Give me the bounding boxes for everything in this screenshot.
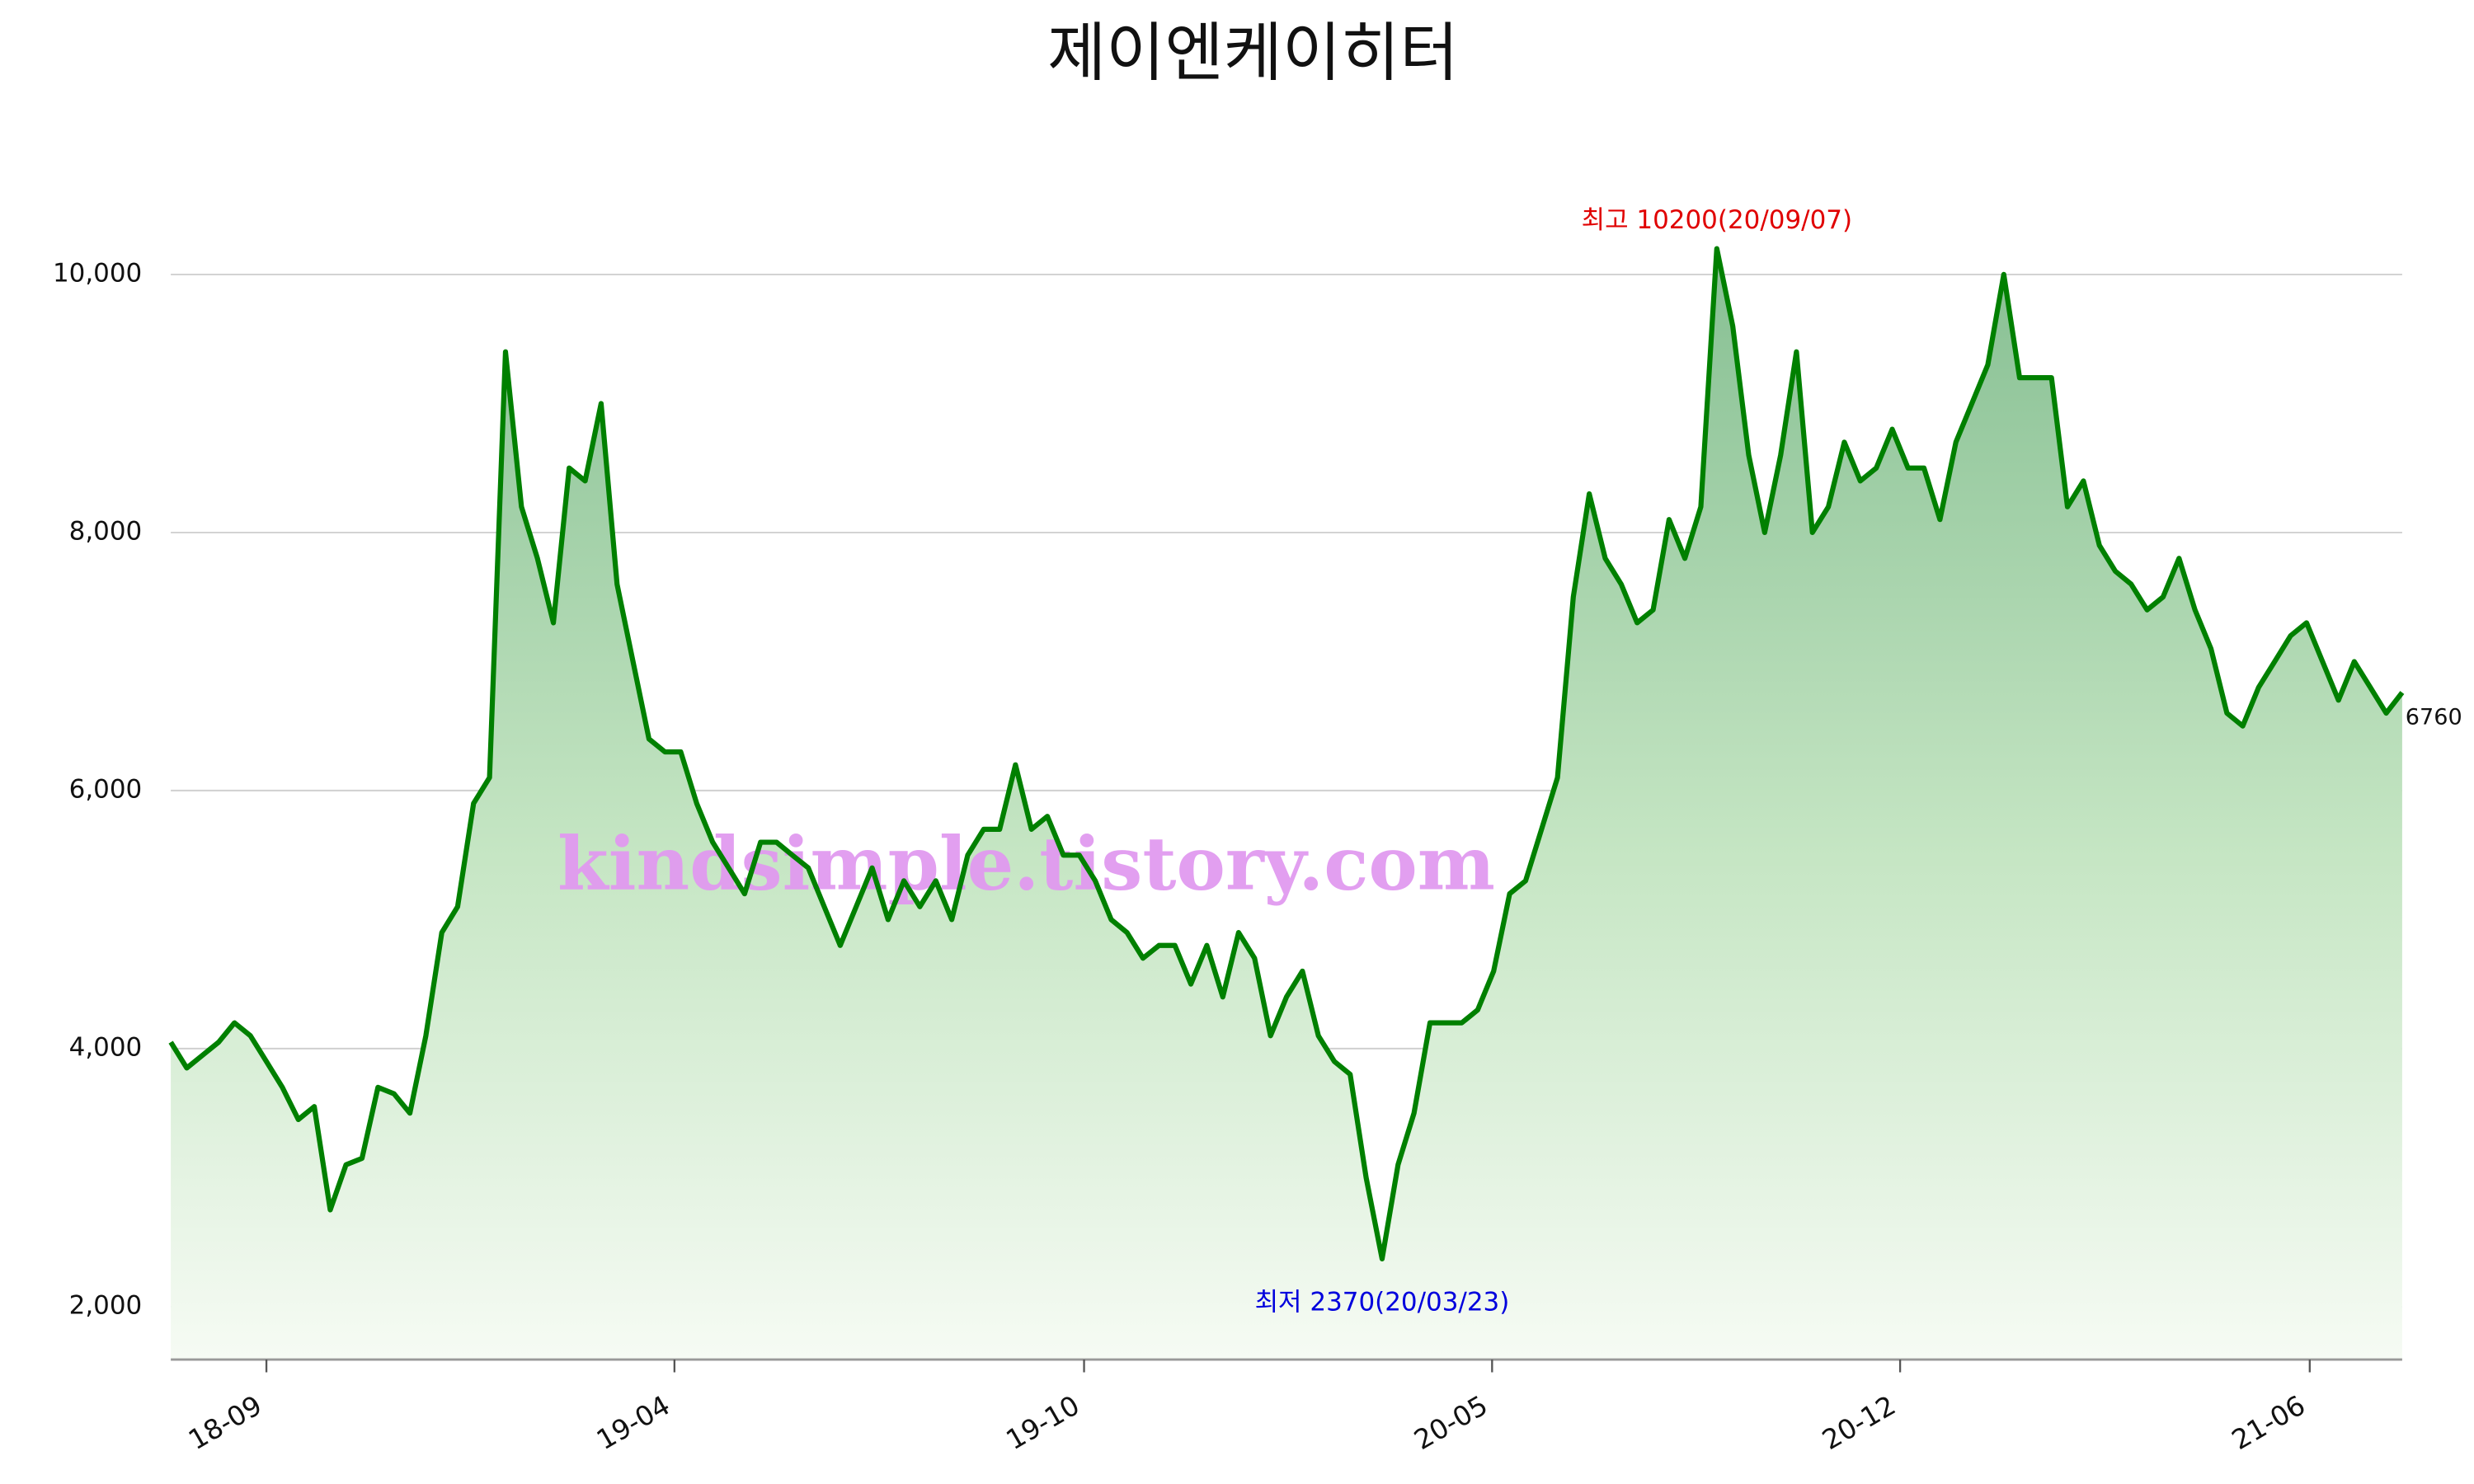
watermark: kindsimple.tistory.com — [557, 819, 1495, 906]
x-tick-label: 20-05 — [1409, 1389, 1493, 1457]
min-annotation: 최저 2370(20/03/23) — [1255, 1288, 1510, 1317]
x-tick-label: 20-12 — [1817, 1389, 1901, 1457]
y-tick-label: 10,000 — [53, 258, 142, 288]
y-tick-label: 2,000 — [69, 1290, 143, 1320]
x-tick-label: 21-06 — [2227, 1389, 2311, 1457]
y-tick-label: 6,000 — [69, 774, 143, 804]
y-tick-label: 8,000 — [69, 516, 143, 546]
last-value-label: 6760 — [2406, 704, 2462, 730]
line — [168, 246, 2405, 1261]
x-tick-label: 19-10 — [1000, 1389, 1084, 1457]
max-annotation: 최고 10200(20/09/07) — [1582, 205, 1852, 235]
y-tick-label: 4,000 — [69, 1032, 143, 1062]
area — [171, 248, 2402, 1360]
chart-title: 제이엔케이히터 — [1047, 16, 1459, 91]
x-tick-label: 18-09 — [183, 1389, 267, 1457]
x-tick-label: 19-04 — [591, 1389, 675, 1457]
